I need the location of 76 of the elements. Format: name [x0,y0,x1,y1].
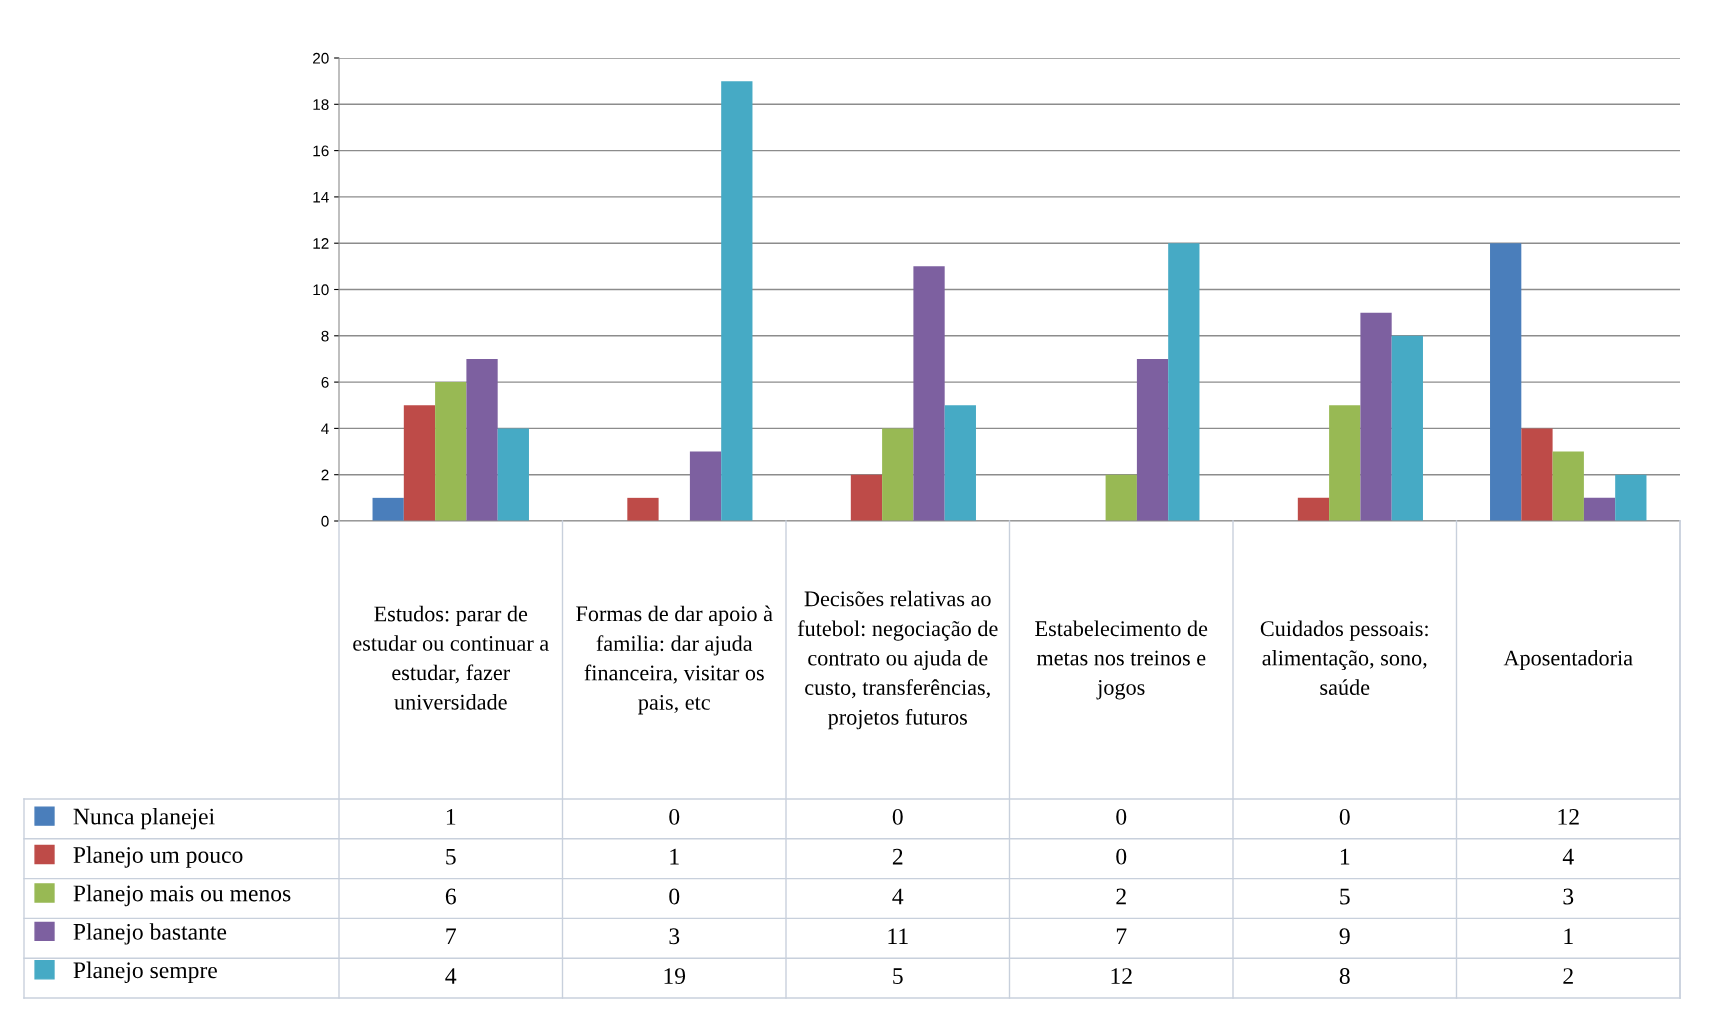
bar [1521,428,1553,521]
x-tick-label: Estabelecimento de metas nos treinos e jogos [1035,620,1208,700]
data-label: 0 [1116,808,1127,825]
bar [1136,358,1169,521]
x-tick-label: Decisões relativas ao futebol: negociação de contrato ou ajuda de custo, transferências, projetos futuros [797,590,998,730]
bar [1329,405,1361,521]
bar [721,81,753,521]
data-label: 0 [1339,808,1350,825]
bar [1391,335,1423,521]
bar [1297,497,1330,521]
data-label: 0 [669,808,680,825]
bar [1105,474,1137,521]
y-tick-label: 14 [313,191,329,203]
data-label: 1 [1340,848,1350,865]
y-tick-label: 20 [313,52,329,64]
data-label: 12 [1111,968,1132,984]
bar [466,358,498,521]
bar [403,405,436,521]
legend-label: Nunca planejei [73,807,215,830]
x-tick-label: Aposentadoria [1503,649,1633,671]
bar [435,382,467,521]
data-label: 2 [892,848,903,865]
bar [1583,497,1616,521]
data-label: 6 [445,888,456,905]
bar [882,428,914,521]
data-label: 5 [446,848,456,865]
data-label: 19 [664,968,686,985]
data-label: 12 [1558,808,1579,825]
y-tick-label: 12 [313,238,329,249]
data-label: 11 [888,928,908,944]
bar [689,451,722,521]
y-tick-label: 0 [321,515,329,527]
data-label: 9 [1339,928,1350,945]
y-tick-label: 16 [313,145,329,157]
legend-label: Planejo um pouco [73,846,243,868]
y-tick-label: 4 [321,423,329,434]
bar [913,266,945,521]
data-label: 1 [446,808,456,825]
bar [1552,451,1584,521]
bar [1615,474,1647,521]
y-tick-label: 2 [321,469,329,481]
bar [944,405,976,521]
bar [1168,243,1200,521]
data-label: 0 [669,888,680,905]
data-label: 1 [670,848,679,865]
y-tick-label: 6 [321,376,329,388]
data-label: 5 [893,968,903,985]
bar [497,428,529,521]
data-label: 0 [892,808,903,825]
data-label: 7 [446,928,456,944]
data-label: 4 [1562,848,1574,865]
x-tick-label: Formas de dar apoio à familia: dar ajuda financeira, visitar os pais, etc [576,605,773,715]
legend-label: Planejo sempre [73,961,217,984]
data-label: 1 [1564,928,1573,944]
x-tick-label: Estudos: parar de estudar ou continuar a estudar, fazer universidade [353,605,549,710]
data-label: 8 [1339,968,1350,985]
y-tick-label: 8 [321,330,329,342]
data-label: 5 [1340,888,1350,905]
data-label: 4 [892,888,904,905]
data-label: 4 [445,968,457,984]
bar [850,474,883,521]
x-tick-label: Cuidados pessoais: alimentação, sono, saúde [1260,620,1428,695]
legend-label: Planejo mais ou menos [73,884,291,907]
bar [1360,312,1392,521]
data-label: 0 [1116,848,1127,865]
bar [372,497,404,521]
bar [627,497,659,521]
data-label: 3 [669,928,680,945]
legend-label: Planejo bastante [73,923,227,945]
y-tick-label: 18 [313,99,329,110]
data-label: 7 [1116,928,1127,944]
data-label: 2 [1563,968,1573,984]
y-tick-label: 10 [313,284,329,296]
data-label: 2 [1116,888,1126,905]
data-label: 3 [1563,888,1574,905]
bar [1490,243,1522,521]
